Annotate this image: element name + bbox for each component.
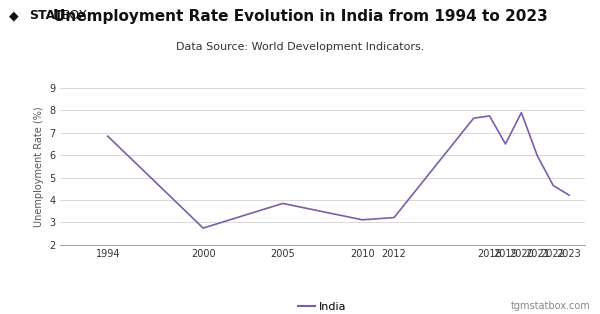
Text: STAT: STAT — [29, 9, 62, 22]
Legend: India: India — [294, 298, 351, 314]
Text: BOX: BOX — [62, 9, 88, 22]
Y-axis label: Unemployment Rate (%): Unemployment Rate (%) — [34, 106, 44, 227]
Text: ◆: ◆ — [9, 9, 19, 22]
Text: Unemployment Rate Evolution in India from 1994 to 2023: Unemployment Rate Evolution in India fro… — [53, 9, 547, 24]
Text: Data Source: World Development Indicators.: Data Source: World Development Indicator… — [176, 42, 424, 52]
Text: tgmstatbox.com: tgmstatbox.com — [511, 301, 591, 311]
